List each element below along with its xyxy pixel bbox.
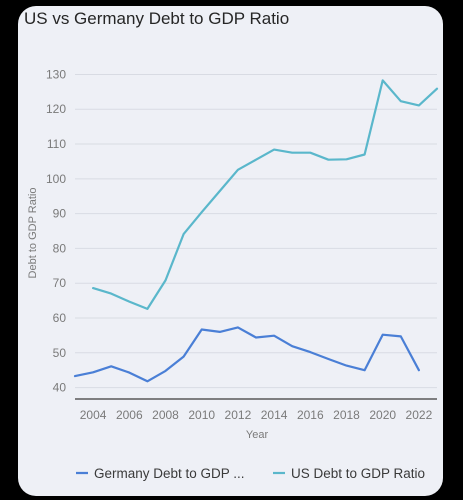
- x-tick-label: 2016: [297, 408, 324, 422]
- x-axis-ticks: 2004 2006 2008 2010 2012 2014 2016 2018 2020 2022: [80, 408, 433, 422]
- legend-label: Germany Debt to GDP ...: [94, 466, 245, 481]
- x-tick-label: 2022: [406, 408, 433, 422]
- x-tick-label: 2014: [261, 408, 288, 422]
- y-tick-label: 100: [46, 172, 66, 186]
- legend-item-1[interactable]: US Debt to GDP Ratio: [273, 466, 425, 481]
- x-tick-label: 2020: [369, 408, 396, 422]
- x-tick-label: 2010: [188, 408, 215, 422]
- x-tick-label: 2006: [116, 408, 143, 422]
- legend[interactable]: Germany Debt to GDP ... US Debt to GDP Ra…: [76, 466, 425, 481]
- x-tick-label: 2012: [225, 408, 252, 422]
- y-tick-label: 40: [53, 381, 67, 395]
- series-line-0: [73, 326, 420, 383]
- legend-item-0[interactable]: Germany Debt to GDP ...: [76, 466, 245, 481]
- y-tick-label: 50: [53, 346, 67, 360]
- chart-card: US vs Germany Debt to GDP Ratio 40 50 60 70…: [18, 6, 443, 496]
- y-tick-label: 80: [53, 241, 67, 255]
- x-tick-label: 2018: [333, 408, 360, 422]
- series-lines: [73, 79, 439, 383]
- y-axis-label: Debt to GDP Ratio: [27, 188, 39, 279]
- x-axis-label: Year: [246, 429, 269, 441]
- chart-title: US vs Germany Debt to GDP Ratio: [24, 9, 290, 28]
- x-tick-label: 2008: [152, 408, 179, 422]
- y-tick-label: 130: [46, 67, 66, 81]
- series-line-1: [91, 79, 439, 310]
- y-tick-label: 70: [53, 276, 67, 290]
- y-axis-ticks: 40 50 60 70 80 90 100 110 120 130: [46, 67, 66, 394]
- y-tick-label: 90: [53, 207, 67, 221]
- y-tick-label: 120: [46, 102, 66, 116]
- gridlines: [75, 73, 437, 389]
- line-chart: 40 50 60 70 80 90 100 110 120 130 2004 2006 2008 201…: [27, 67, 439, 481]
- legend-label: US Debt to GDP Ratio: [291, 466, 425, 481]
- x-tick-label: 2004: [80, 408, 107, 422]
- y-tick-label: 110: [47, 137, 66, 151]
- y-tick-label: 60: [53, 311, 67, 325]
